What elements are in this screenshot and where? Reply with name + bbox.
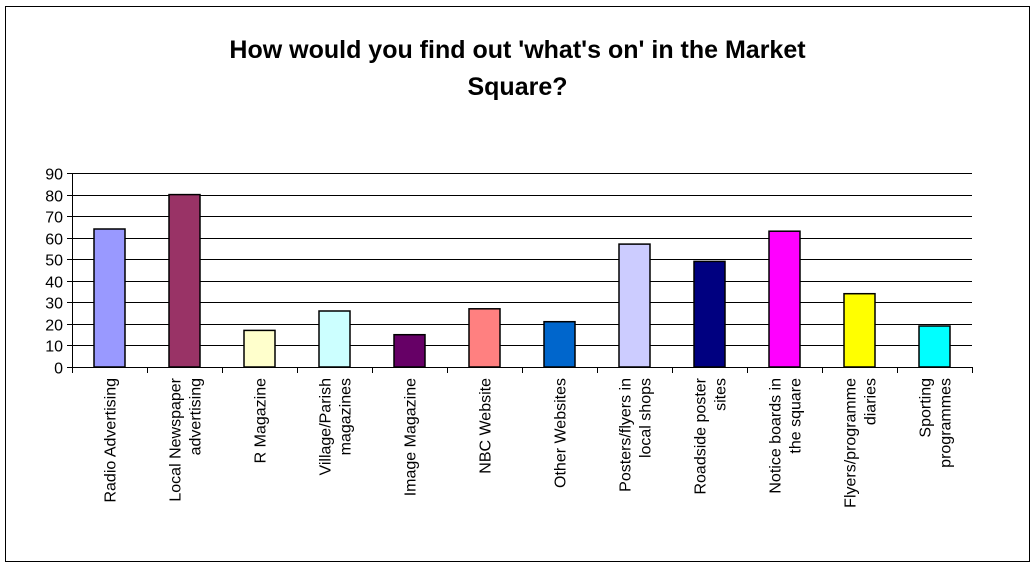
bar: [543, 320, 576, 368]
x-category-label: Village/Parish magazines: [318, 378, 355, 476]
x-category-label-line: programmes: [938, 378, 955, 468]
x-category-label-line: Sporting: [918, 378, 935, 438]
x-category-label: Local Newspaper advertising: [168, 377, 205, 501]
y-tick-label: 70: [45, 210, 63, 227]
bar: [168, 193, 201, 368]
chart-title: How would you find out 'what's on' in th…: [0, 32, 1035, 106]
x-category-label-line: Radio Advertising: [103, 378, 120, 503]
x-category-label: R Magazine: [253, 378, 270, 463]
x-category-label-line: R Magazine: [253, 378, 270, 463]
y-tick-label: 40: [45, 275, 63, 292]
x-category-label-line: diaries: [863, 378, 880, 425]
y-tick-label: 0: [54, 361, 63, 378]
x-category-label-line: Village/Parish: [318, 378, 335, 476]
chart-title-line-1: How would you find out 'what's on' in th…: [229, 36, 806, 64]
x-category-label-line: sites: [713, 378, 730, 411]
bar: [843, 292, 876, 368]
bar: [393, 333, 426, 368]
x-category-label: Posters/flyers in local shops: [618, 378, 655, 492]
x-category-label-line: Local Newspaper: [168, 377, 185, 501]
y-tick-label: 80: [45, 189, 63, 206]
x-category-label-line: magazines: [338, 378, 355, 455]
x-category-label-line: Flyers/programme: [843, 378, 860, 508]
bar: [93, 228, 126, 368]
x-category-label-line: Roadside poster: [693, 377, 710, 494]
x-category-label: Notice boards in the square: [768, 378, 805, 494]
bar: [918, 325, 951, 368]
y-tick-label: 30: [45, 296, 63, 313]
x-category-label-line: Posters/flyers in: [618, 378, 635, 492]
x-category-label-line: Other Websites: [553, 378, 570, 488]
x-category-label-line: NBC Website: [478, 378, 495, 474]
bar: [693, 260, 726, 368]
x-category-label: Other Websites: [553, 378, 570, 488]
x-category-label-line: Image Magazine: [403, 378, 420, 496]
x-category-label-line: Notice boards in: [768, 378, 785, 494]
chart-title-line-2: Square?: [467, 73, 568, 101]
bar: [318, 310, 351, 368]
x-category-label-line: the square: [788, 378, 805, 454]
y-tick-label: 50: [45, 253, 63, 270]
bar: [243, 329, 276, 368]
bar: [618, 243, 651, 368]
x-category-label: Sporting programmes: [918, 378, 955, 468]
x-category-label: Radio Advertising: [103, 378, 120, 503]
x-category-label: Flyers/programme diaries: [843, 378, 880, 508]
x-category-label: Roadside poster sites: [693, 377, 730, 494]
bar: [468, 308, 501, 368]
x-category-label: Image Magazine: [403, 378, 420, 496]
y-tick-label: 60: [45, 232, 63, 249]
x-category-label: NBC Website: [478, 378, 495, 474]
x-category-label-line: advertising: [188, 378, 205, 455]
y-tick-label: 20: [45, 318, 63, 335]
y-tick-label: 10: [45, 339, 63, 356]
bar: [768, 230, 801, 368]
y-tick-label: 90: [45, 167, 63, 184]
x-category-label-line: local shops: [638, 378, 655, 458]
